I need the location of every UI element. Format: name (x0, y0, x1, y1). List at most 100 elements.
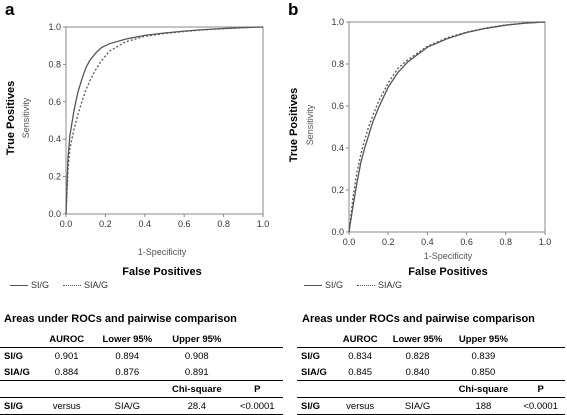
cell: 0.908 (184, 350, 209, 362)
y-axis-label: Sensitivity (305, 104, 315, 145)
auc-table: AUROC Lower 95% Upper 95% SI/G 0.834 0.8… (297, 331, 565, 415)
x-axis-label: 1-Specificity (138, 247, 187, 257)
cell: 188 (450, 397, 517, 415)
panel-a: a True Positives Sensitivity 1-Specifici… (0, 0, 283, 415)
legend-item: SI/G (304, 280, 343, 290)
roc-chart-b: True Positives Sensitivity 1-Specificity… (288, 17, 552, 278)
y-tick-label: 0.2 (331, 185, 344, 195)
auc-table: AUROC Lower 95% Upper 95% SI/G 0.901 0.8… (0, 331, 283, 415)
cell: 0.834 (348, 350, 373, 362)
cell: 0.850 (450, 364, 517, 381)
cell: versus (40, 397, 93, 415)
legend-swatch-dotted (63, 284, 82, 286)
cell: 0.828 (405, 350, 430, 362)
x-tick-label: 0.4 (139, 219, 152, 229)
header-cell (0, 331, 41, 348)
spacer-cell (516, 331, 565, 348)
legend-swatch-dotted (357, 284, 376, 286)
x-tick-label: 0.8 (500, 237, 513, 247)
cell: versus (335, 397, 385, 415)
compare-header-row: Chi-square P (0, 380, 283, 398)
legend-label: SI/G (31, 280, 50, 290)
plot-frame (348, 21, 546, 233)
cell: 0.840 (384, 364, 451, 381)
y-tick-label: 0.4 (331, 143, 344, 153)
spacer-cell (40, 380, 93, 398)
cell: SI/G (0, 397, 41, 415)
legend-swatch-solid (10, 284, 28, 286)
x-axis-title: False Positives (408, 266, 488, 278)
x-tick-label: 0.0 (60, 219, 73, 229)
panel-b: b True Positives Sensitivity 1-Specifici… (283, 0, 566, 415)
cell: 0.884 (40, 364, 93, 381)
header-cell: Lower 95% (384, 331, 451, 348)
spacer-cell (335, 380, 385, 398)
legend-item: SIA/G (357, 280, 402, 290)
y-tick-label: 0.6 (331, 101, 344, 111)
table-row: SI/G 0.834 0.828 0.839 (297, 348, 565, 365)
y-axis-label: Sensitivity (21, 97, 31, 138)
spacer-cell (516, 348, 565, 365)
series-line-sia-g (348, 21, 546, 233)
x-tick-label: 1.0 (257, 219, 270, 229)
table-title: Areas under ROCs and pairwise comparison (302, 313, 535, 325)
row-label: SIA/G (0, 364, 41, 381)
header-cell (297, 331, 336, 348)
roc-chart-a: True Positives Sensitivity 1-Specificity… (5, 22, 270, 278)
series-line-si-g (65, 26, 264, 215)
spacer-cell (516, 364, 565, 381)
y-axis-title: True Positives (288, 88, 300, 163)
cell: 0.876 (92, 364, 163, 381)
header-cell: Lower 95% (92, 331, 163, 348)
x-tick-label: 0.4 (421, 237, 434, 247)
legend-label: SIA/G (84, 280, 109, 290)
spacer-cell (384, 380, 451, 398)
y-tick-label: 0.0 (48, 209, 61, 219)
row-label: SIA/G (297, 364, 336, 381)
cell: <0.0001 (231, 397, 283, 415)
legend-label: SI/G (325, 280, 344, 290)
y-axis-title: True Positives (5, 81, 17, 156)
compare-row: SI/G versus SIA/G 28.4 <0.0001 (0, 397, 283, 415)
y-tick-label: 1.0 (48, 22, 61, 32)
x-tick-label: 1.0 (539, 237, 552, 247)
spacer-cell (232, 348, 283, 365)
table-row: SIA/G 0.884 0.876 0.891 (0, 364, 283, 381)
legend-item: SIA/G (63, 280, 108, 290)
y-tick-label: 0.2 (48, 172, 61, 182)
cell: 0.891 (162, 364, 232, 381)
cell: 0.901 (54, 350, 79, 362)
header-cell: Upper 95% (450, 331, 517, 348)
y-tick-label: 0.0 (331, 227, 344, 237)
table-title: Areas under ROCs and pairwise comparison (4, 313, 237, 325)
legend-label: SIA/G (378, 280, 403, 290)
legend-swatch-solid (304, 284, 322, 286)
x-tick-label: 0.2 (382, 237, 395, 247)
header-cell: P (516, 380, 565, 398)
series-line-sia-g (65, 26, 264, 215)
table-row: SI/G 0.901 0.894 0.908 (0, 348, 283, 365)
x-tick-label: 0.6 (178, 219, 191, 229)
row-label: SI/G (301, 350, 321, 362)
cell: 0.845 (335, 364, 385, 381)
series-line-si-g (348, 21, 546, 233)
header-cell: AUROC (335, 331, 385, 348)
x-tick-label: 0.8 (217, 219, 230, 229)
y-tick-label: 0.8 (331, 59, 344, 69)
table-header-row: AUROC Lower 95% Upper 95% (297, 331, 565, 348)
cell: <0.0001 (516, 397, 565, 415)
spacer-cell (0, 380, 41, 398)
header-cell: Chi-square (162, 380, 232, 398)
table-row: SIA/G 0.845 0.840 0.850 (297, 364, 565, 381)
header-cell: Upper 95% (162, 331, 232, 348)
compare-row: SI/G versus SIA/G 188 <0.0001 (297, 397, 565, 415)
header-cell: AUROC (40, 331, 93, 348)
panel-letter: b (288, 0, 299, 19)
cell: 28.4 (162, 397, 232, 415)
row-label: SI/G (4, 350, 24, 362)
compare-header-row: Chi-square P (297, 380, 565, 398)
legend: SI/G SIA/G (304, 280, 416, 290)
cell: SIA/G (92, 397, 163, 415)
header-cell: P (231, 380, 283, 398)
cell: 0.894 (115, 350, 140, 362)
